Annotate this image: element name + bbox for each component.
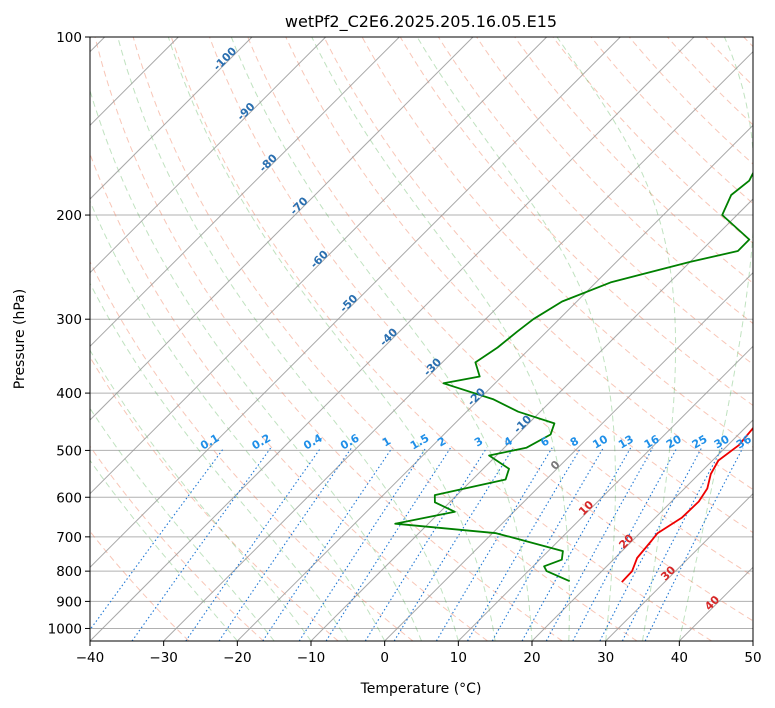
- dry-adiabat-line: [247, 37, 753, 577]
- x-axis-label: Temperature (°C): [360, 681, 482, 697]
- x-tick-label: 50: [744, 650, 761, 666]
- isotherm-line: [90, 37, 327, 274]
- isotherm-line: [90, 37, 548, 495]
- isotherm-line: [90, 37, 253, 200]
- y-axis-label: Pressure (hPa): [12, 289, 28, 389]
- y-tick-label: 400: [56, 386, 82, 402]
- x-tick-label: 30: [597, 650, 614, 666]
- mixing-ratio-line: [599, 447, 703, 641]
- moist-adiabat-line: [167, 37, 496, 641]
- y-tick-label: 700: [56, 530, 82, 546]
- dry-adiabat-line: [514, 37, 753, 284]
- mixing-ratio-line: [393, 447, 514, 641]
- mixing-ratio-line: [185, 447, 322, 641]
- mixing-ratio-line: [131, 447, 272, 641]
- x-tick-label: 10: [450, 650, 467, 666]
- moist-adiabat-line: [117, 37, 459, 641]
- isotherm-line: [457, 345, 753, 641]
- chart-title: wetPf2_C2E6.2025.205.16.05.E15: [285, 12, 557, 32]
- x-tick-label: −20: [223, 650, 252, 666]
- moist-adiabat-line: [556, 37, 677, 641]
- x-tick-label: 20: [523, 650, 540, 666]
- dry-adiabat-line: [590, 37, 753, 205]
- y-tick-label: 600: [56, 490, 82, 506]
- isotherm-line: [90, 37, 621, 569]
- y-tick-label: 200: [56, 208, 82, 224]
- dry-adiabat-line: [323, 37, 753, 491]
- isotherm-line: [163, 50, 753, 641]
- y-tick-label: 900: [56, 594, 82, 610]
- moist-adiabat-line: [90, 407, 275, 641]
- y-tick-label: 500: [56, 443, 82, 459]
- background-lines: [90, 37, 753, 641]
- y-tick-label: 1000: [48, 621, 82, 637]
- moist-adiabat-line: [90, 200, 386, 641]
- dry-adiabat-line: [90, 260, 414, 641]
- y-tick-label: 800: [56, 564, 82, 580]
- moist-adiabat-line: [230, 37, 533, 641]
- mixing-ratio-line: [572, 447, 678, 641]
- isotherm-line: [752, 640, 753, 641]
- isotherm-line: [384, 271, 753, 641]
- mixing-ratio-line: [90, 447, 225, 631]
- moist-adiabat-line: [90, 459, 238, 641]
- dry-adiabat-line: [132, 37, 638, 641]
- dry-adiabat-line: [399, 37, 753, 407]
- moist-adiabat-line: [90, 282, 349, 641]
- dry-adiabat-line: [170, 37, 712, 641]
- isotherm-line: [236, 124, 753, 641]
- isotherm-line: [90, 37, 695, 641]
- y-tick-label: 300: [56, 312, 82, 328]
- x-tick-label: −30: [149, 650, 178, 666]
- temperature-profile-line: [621, 426, 753, 583]
- moist-adiabat-line: [90, 89, 422, 641]
- axes: −40 −30 −20 −10 0 10 20 30 40 50 100 200 300 400 500 60…: [48, 30, 762, 666]
- isotherm-line: [605, 492, 753, 641]
- mixing-ratio-line: [621, 447, 723, 641]
- dry-adiabat-line: [628, 37, 753, 165]
- mixing-ratio-line: [298, 447, 427, 641]
- isotherm-line: [90, 37, 400, 348]
- dry-adiabat-line: [209, 37, 753, 622]
- plot-frame: [89, 36, 754, 642]
- profile-lines: [394, 171, 753, 583]
- x-tick-label: 40: [671, 650, 688, 666]
- isotherm-line: [531, 419, 753, 641]
- dry-adiabat-line: [476, 37, 753, 325]
- isotherm-line: [310, 198, 753, 641]
- x-tick-label: 0: [380, 650, 389, 666]
- dry-adiabat-line: [94, 37, 563, 641]
- y-tick-label: 100: [56, 30, 82, 46]
- isotherm-line: [90, 37, 474, 421]
- dry-adiabat-line: [90, 445, 264, 641]
- x-tick-label: −10: [297, 650, 326, 666]
- mixing-ratio-line: [262, 447, 393, 641]
- dewpoint-profile-line: [394, 171, 753, 583]
- x-tick-label: −40: [76, 650, 105, 666]
- moist-adiabat-line: [416, 37, 616, 641]
- mixing-ratio-line: [467, 447, 582, 641]
- mixing-ratio-line: [325, 447, 452, 641]
- plot-background: [90, 37, 753, 641]
- mixing-ratio-line: [218, 447, 353, 641]
- moist-adiabat-line: [678, 37, 753, 641]
- mixing-ratio-line: [364, 447, 488, 641]
